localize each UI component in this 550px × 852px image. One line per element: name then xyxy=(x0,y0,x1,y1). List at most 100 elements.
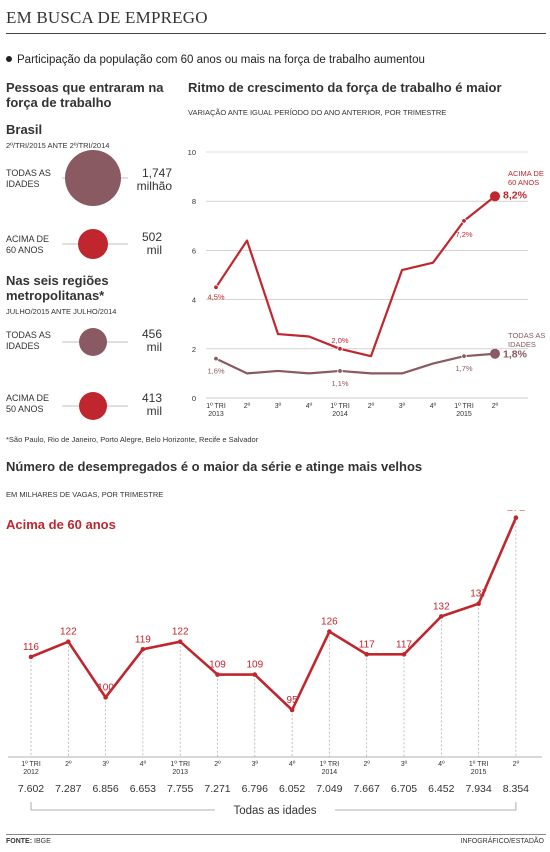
all-ages-value: 7.934 xyxy=(465,783,491,795)
page-title: EM BUSCA DE EMPREGO xyxy=(6,8,208,27)
data-point xyxy=(213,355,219,362)
data-point xyxy=(140,646,146,652)
brasil-item-unit: mil xyxy=(146,243,162,257)
all-ages-value: 7.049 xyxy=(316,783,342,795)
left-heading: Pessoas que entraram na força de trabalh… xyxy=(6,80,164,110)
x-tick-label: 2º xyxy=(368,403,375,410)
data-point xyxy=(364,652,370,657)
data-point xyxy=(337,346,343,352)
regions-item-label: ACIMA DE 50 ANOS xyxy=(6,393,50,414)
data-point xyxy=(177,639,183,644)
data-label: 8,2% xyxy=(503,189,528,201)
x-tick-label: 2º xyxy=(65,761,72,768)
x-tick-label: 2º xyxy=(214,761,221,768)
y-tick-label: 0 xyxy=(192,394,196,403)
x-tick-label: 4º xyxy=(140,761,147,768)
x-tick-label: 2º xyxy=(244,403,251,410)
data-label: 100 xyxy=(97,682,114,693)
all-ages-value: 7.755 xyxy=(167,783,193,795)
x-tick-label: 3º xyxy=(399,403,406,410)
all-ages-value: 6.653 xyxy=(130,783,156,795)
data-point xyxy=(439,614,444,619)
brasil-60-circle xyxy=(62,229,128,259)
x-tick-label: 1º TRI xyxy=(206,403,226,410)
data-label: 116 xyxy=(23,642,39,653)
x-tick-label: 3º xyxy=(275,403,282,410)
data-point xyxy=(461,218,467,224)
y-tick-label: 8 xyxy=(192,197,196,206)
data-label: 126 xyxy=(321,617,338,628)
footer-source: FONTE: IBGE xyxy=(6,838,51,845)
all-ages-value: 7.667 xyxy=(354,783,380,795)
all-ages-value: 6.705 xyxy=(391,783,417,795)
data-point xyxy=(103,695,108,700)
x-tick-label: 2013 xyxy=(208,411,224,418)
x-tick-label: 3º xyxy=(401,761,408,768)
y-tick-label: 4 xyxy=(192,296,196,305)
x-tick-label: 2014 xyxy=(322,769,338,776)
data-point xyxy=(461,353,467,359)
title-rule xyxy=(6,33,546,34)
data-label: 122 xyxy=(172,627,189,638)
data-label: 117 xyxy=(396,639,412,650)
data-label: 109 xyxy=(246,660,263,671)
x-tick-label: 2015 xyxy=(456,411,472,418)
brasil-period: 2º/TRI/2015 ANTE 2º/TRI/2014 xyxy=(6,141,110,150)
brasil-label: Brasil xyxy=(6,122,43,137)
x-tick-label: 1º TRI xyxy=(454,403,474,410)
data-label: 109 xyxy=(209,660,226,671)
brasil-item-value: 1,747 xyxy=(141,166,172,180)
data-point xyxy=(327,629,332,634)
x-tick-label: 1º TRI xyxy=(320,761,340,768)
x-tick-label: 1º TRI xyxy=(330,403,350,410)
all-ages-value: 8.354 xyxy=(503,783,529,795)
x-tick-label: 4º xyxy=(306,403,313,410)
regions-item-unit: mil xyxy=(146,404,162,418)
data-point xyxy=(66,639,71,644)
bullet-icon xyxy=(6,56,12,62)
series-line xyxy=(215,195,496,358)
chart2-svg: 116 122 100 119 122 109 109 95 126 117 117 132 137 17… xyxy=(8,510,542,817)
data-label: 2,0% xyxy=(331,336,348,345)
chart2-subtitle: EM MILHARES DE VAGAS, POR TRIMESTRE xyxy=(6,490,164,499)
all-ages-value: 7.287 xyxy=(55,783,81,795)
all-ages-value: 6.856 xyxy=(92,783,118,795)
page-subtitle: Participação da população com 60 anos ou… xyxy=(6,54,425,66)
data-label: 137 xyxy=(470,589,487,600)
data-label: 132 xyxy=(433,601,450,612)
x-tick-label: 2014 xyxy=(332,411,348,418)
regions-period: JULHO/2015 ANTE JULHO/2014 xyxy=(6,307,117,316)
footnote: *São Paulo, Rio de Janeiro, Porto Alegre… xyxy=(6,435,259,444)
x-tick-label: 2012 xyxy=(23,769,39,776)
regions-item-label: TODAS AS IDADES xyxy=(6,330,51,351)
all-ages-value: 6.052 xyxy=(279,783,305,795)
data-label: 1,1% xyxy=(331,379,348,388)
all-ages-value: 6.452 xyxy=(428,783,454,795)
data-label: 117 xyxy=(359,639,375,650)
x-tick-label: 3º xyxy=(252,761,259,768)
x-tick-label: 3º xyxy=(102,761,109,768)
data-point xyxy=(513,515,519,521)
data-label: 119 xyxy=(135,634,151,645)
data-point xyxy=(490,348,500,359)
series-line xyxy=(215,352,496,375)
data-point xyxy=(490,191,500,202)
data-point xyxy=(289,707,295,713)
x-tick-label: 1º TRI xyxy=(469,761,489,768)
brasil-item-value: 502 xyxy=(141,230,162,244)
brasil-item-unit: milhão xyxy=(136,179,172,193)
regions-50-circle xyxy=(62,392,128,420)
y-tick-label: 10 xyxy=(188,148,196,157)
data-label: 95 xyxy=(287,695,299,706)
bracket xyxy=(30,802,517,811)
series-label: TODAS AS xyxy=(508,331,545,340)
all-ages-value: 6.796 xyxy=(242,783,268,795)
series-label: IDADES xyxy=(508,340,536,349)
source-label: FONTE: xyxy=(6,838,33,845)
x-tick-label: 2º xyxy=(363,761,370,768)
source-value: IBGE xyxy=(34,838,51,845)
data-point xyxy=(28,654,34,660)
chart1-subtitle: VARIAÇÃO ANTE IGUAL PERÍODO DO ANO ANTER… xyxy=(188,108,447,117)
data-point xyxy=(337,368,343,374)
data-label: 171 xyxy=(507,510,525,514)
